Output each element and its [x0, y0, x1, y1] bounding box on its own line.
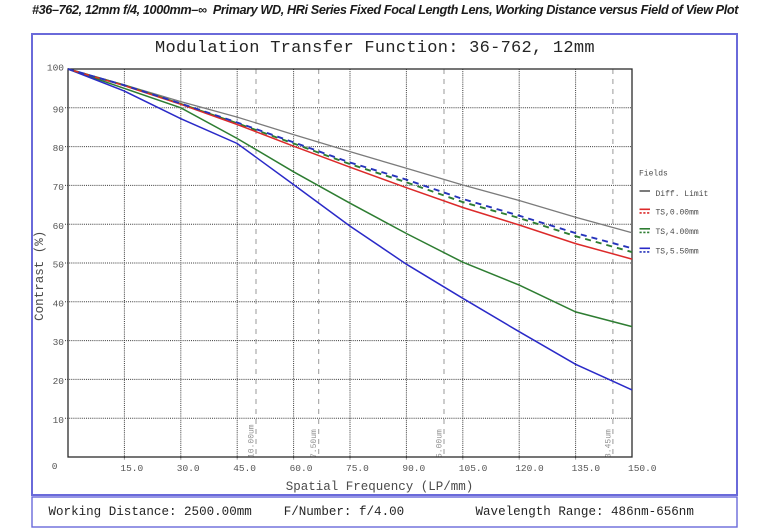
- svg-text:120.0: 120.0: [515, 463, 544, 474]
- svg-text:Contrast (%): Contrast (%): [33, 231, 47, 321]
- svg-text:20: 20: [53, 376, 65, 387]
- svg-text:30: 30: [53, 337, 65, 348]
- svg-text:Fields: Fields: [639, 170, 668, 179]
- svg-text:Working Distance: 2500.00mm: Working Distance: 2500.00mm: [49, 505, 252, 519]
- svg-text:70: 70: [53, 182, 65, 193]
- svg-text:10.00um: 10.00um: [248, 424, 257, 458]
- svg-text:Diff. Limit: Diff. Limit: [656, 190, 709, 199]
- svg-text:3.45um: 3.45um: [604, 429, 613, 458]
- svg-text:Modulation Transfer Function:: Modulation Transfer Function: 36-762, 12…: [155, 39, 595, 58]
- svg-text:7.50um: 7.50um: [310, 429, 319, 458]
- svg-text:135.0: 135.0: [572, 463, 601, 474]
- svg-text:10: 10: [53, 415, 65, 426]
- svg-text:30.0: 30.0: [177, 463, 200, 474]
- svg-text:150.0: 150.0: [628, 463, 657, 474]
- svg-text:105.0: 105.0: [459, 463, 488, 474]
- svg-text:TS,4.00mm: TS,4.00mm: [656, 228, 699, 237]
- svg-text:60.0: 60.0: [290, 463, 313, 474]
- svg-text:40: 40: [53, 298, 65, 309]
- svg-text:TS,0.00mm: TS,0.00mm: [656, 208, 699, 217]
- svg-text:5.00um: 5.00um: [436, 429, 445, 458]
- svg-text:50: 50: [53, 260, 65, 271]
- svg-text:Spatial Frequency (LP/mm): Spatial Frequency (LP/mm): [286, 480, 474, 494]
- svg-text:45.0: 45.0: [233, 463, 256, 474]
- svg-text:75.0: 75.0: [346, 463, 369, 474]
- svg-text:80: 80: [53, 143, 65, 154]
- svg-text:0: 0: [52, 461, 58, 472]
- svg-text:F/Number: f/4.00: F/Number: f/4.00: [284, 505, 404, 519]
- svg-text:60: 60: [53, 221, 65, 232]
- svg-text:TS,5.50mm: TS,5.50mm: [656, 247, 699, 256]
- svg-text:15.0: 15.0: [120, 463, 143, 474]
- svg-text:100: 100: [47, 63, 64, 74]
- svg-text:90.0: 90.0: [402, 463, 425, 474]
- svg-text:Wavelength Range: 486nm-656nm: Wavelength Range: 486nm-656nm: [476, 505, 694, 519]
- svg-text:90: 90: [53, 104, 65, 115]
